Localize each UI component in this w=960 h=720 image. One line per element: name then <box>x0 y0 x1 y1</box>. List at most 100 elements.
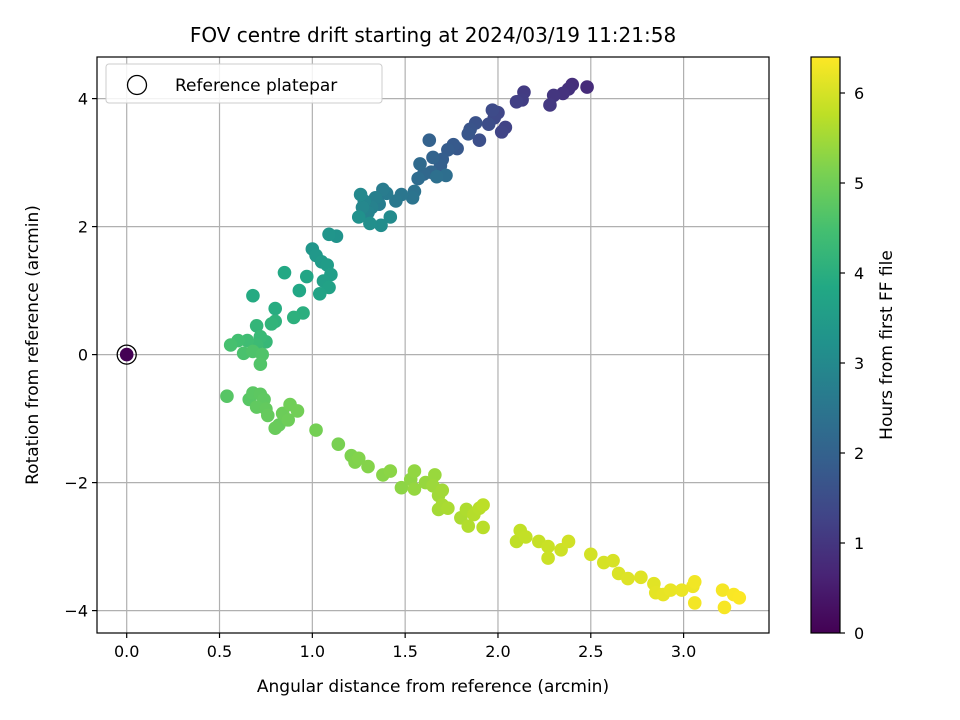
data-point <box>309 423 323 437</box>
chart-title: FOV centre drift starting at 2024/03/19 … <box>190 23 676 47</box>
data-point <box>249 319 264 333</box>
colorbar-tick-label: 2 <box>854 444 864 463</box>
x-tick-label: 0.5 <box>207 642 232 661</box>
data-point <box>322 227 336 242</box>
data-point <box>634 570 648 585</box>
data-point <box>312 287 327 301</box>
data-point <box>394 480 409 495</box>
colorbar-tick-label: 6 <box>854 84 864 103</box>
colorbar-tick-label: 5 <box>854 174 864 193</box>
reference-marker <box>116 344 137 365</box>
data-point <box>435 483 450 498</box>
data-point <box>541 551 555 565</box>
data-point <box>407 464 422 478</box>
data-point <box>361 459 375 474</box>
data-point <box>292 283 307 298</box>
x-tick-label: 1.0 <box>300 642 325 661</box>
data-point <box>422 133 437 147</box>
data-point <box>476 498 490 512</box>
data-point <box>426 150 440 165</box>
data-point <box>476 520 490 535</box>
y-tick-label: 2 <box>78 218 88 237</box>
data-point <box>374 218 388 233</box>
x-tick-label: 0.0 <box>114 642 139 661</box>
data-point <box>561 534 576 549</box>
data-point <box>461 519 476 533</box>
colorbar-tick-label: 3 <box>854 354 864 373</box>
data-point <box>541 539 555 554</box>
data-point <box>389 194 403 208</box>
data-point <box>687 596 702 610</box>
data-point <box>687 575 702 589</box>
data-point <box>606 553 620 568</box>
data-point <box>383 464 398 478</box>
data-point <box>407 482 422 496</box>
data-point <box>494 125 509 139</box>
data-point <box>583 547 598 562</box>
colorbar-tick-label: 1 <box>854 534 864 553</box>
x-tick-label: 3.0 <box>671 642 696 661</box>
data-point <box>383 210 398 224</box>
data-points <box>116 77 747 615</box>
y-tick-label: 0 <box>78 346 88 365</box>
data-point <box>331 437 346 452</box>
data-point <box>663 583 678 597</box>
data-point <box>286 310 301 325</box>
y-tick-label: 4 <box>78 90 88 109</box>
reference-point <box>119 347 134 362</box>
colorbar: 0 1 2 3 4 5 6 Hours from first FF file <box>810 56 897 643</box>
data-point <box>717 600 732 615</box>
data-point <box>509 95 524 109</box>
plot-frame <box>96 56 770 634</box>
data-point <box>281 413 296 427</box>
data-point <box>519 530 533 544</box>
data-point <box>220 389 234 404</box>
y-axis-label: Rotation from reference (arcmin) <box>23 205 43 485</box>
x-axis-ticks: 0.0 0.5 1.0 1.5 2.0 2.5 3.0 <box>114 633 696 661</box>
x-tick-label: 1.5 <box>392 642 417 661</box>
data-point <box>674 583 689 597</box>
data-point <box>413 157 427 171</box>
colorbar-label: Hours from first FF file <box>877 250 897 440</box>
data-point <box>277 265 292 280</box>
data-point <box>472 133 487 147</box>
data-point <box>732 591 747 605</box>
data-point <box>429 169 444 184</box>
legend-box <box>105 63 383 104</box>
x-tick-label: 2.5 <box>578 642 603 661</box>
data-point <box>351 210 366 224</box>
data-point <box>543 98 557 112</box>
data-point <box>363 216 377 231</box>
legend: Reference platepar <box>105 63 383 104</box>
data-point <box>461 127 476 141</box>
data-point <box>580 80 594 94</box>
data-point <box>260 408 275 423</box>
colorbar-tick-label: 4 <box>854 264 864 283</box>
data-point <box>268 421 283 436</box>
data-point <box>290 404 305 418</box>
colorbar-tick-label: 0 <box>854 624 864 643</box>
data-point <box>246 288 260 303</box>
data-point <box>351 451 366 466</box>
data-point <box>253 357 268 372</box>
data-point <box>621 571 635 586</box>
data-point <box>264 317 279 331</box>
legend-entry-reference: Reference platepar <box>175 76 337 96</box>
colorbar-ticks: 0 1 2 3 4 5 6 <box>840 84 864 643</box>
data-point <box>481 117 496 131</box>
data-point <box>405 191 420 205</box>
data-point <box>268 301 283 316</box>
y-axis-ticks: −4 −2 0 2 4 <box>64 90 97 621</box>
data-point <box>353 187 368 202</box>
x-tick-label: 2.0 <box>485 642 510 661</box>
y-tick-label: −4 <box>64 602 88 621</box>
data-point <box>411 171 425 186</box>
x-axis-label: Angular distance from reference (arcmin) <box>257 677 609 697</box>
data-point <box>428 468 442 482</box>
data-point <box>715 583 730 597</box>
colorbar-gradient <box>810 56 841 634</box>
data-point <box>485 103 500 117</box>
data-point <box>299 269 314 284</box>
legend-marker-icon <box>126 74 148 96</box>
